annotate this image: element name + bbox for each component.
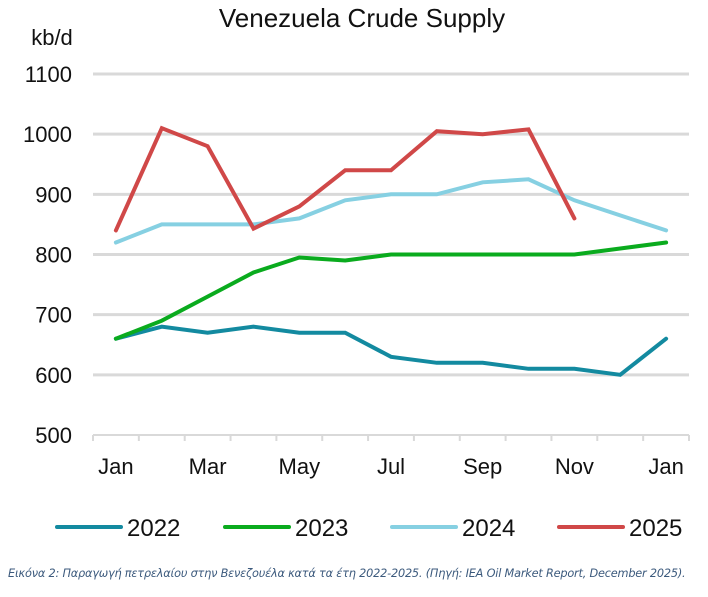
x-tick-label: May <box>279 454 321 479</box>
y-tick-label: 1100 <box>25 62 72 87</box>
y-tick-label: 800 <box>35 243 72 268</box>
legend-item-2022: 2022 <box>55 515 180 542</box>
y-tick-label: 900 <box>35 182 72 207</box>
y-axis-unit-label: kb/d <box>31 25 73 50</box>
line-chart: Venezuela Crude Supply kb/d 500 600 700 800… <box>23 3 690 542</box>
y-tick-label: 700 <box>35 303 72 328</box>
legend-item-2025: 2025 <box>557 515 682 542</box>
x-tick-label: Nov <box>555 454 594 479</box>
legend-label: 2022 <box>127 515 180 542</box>
legend-label: 2023 <box>295 515 348 542</box>
x-axis-tick-labels: Jan Mar May Jul Sep Nov Jan <box>98 454 684 479</box>
y-axis-ticks: 500 600 700 800 900 1000 1100 <box>23 62 72 448</box>
series-line-2025 <box>113 125 577 233</box>
chart-title: Venezuela Crude Supply <box>219 3 505 33</box>
x-tick-label: Jan <box>98 454 133 479</box>
legend: 2022 2023 2024 2025 <box>55 515 682 542</box>
y-tick-label: 1000 <box>23 122 72 147</box>
x-tick-label: Jan <box>648 454 683 479</box>
x-tick-label: Sep <box>463 454 502 479</box>
x-tick-label: Jul <box>377 454 405 479</box>
figure-caption: Εικόνα 2: Παραγωγή πετρελαίου στην Βενεζ… <box>8 567 686 580</box>
legend-label: 2024 <box>462 515 515 542</box>
series-line-2024 <box>113 177 669 245</box>
series-line-2023 <box>113 240 669 341</box>
x-tick-label: Mar <box>189 454 227 479</box>
series-line-2022 <box>113 324 669 377</box>
legend-label: 2025 <box>629 515 682 542</box>
y-tick-label: 500 <box>35 423 72 448</box>
x-axis <box>92 434 690 441</box>
series-lines <box>113 125 669 377</box>
y-tick-label: 600 <box>35 363 72 388</box>
legend-item-2023: 2023 <box>223 515 348 542</box>
legend-item-2024: 2024 <box>390 515 515 542</box>
